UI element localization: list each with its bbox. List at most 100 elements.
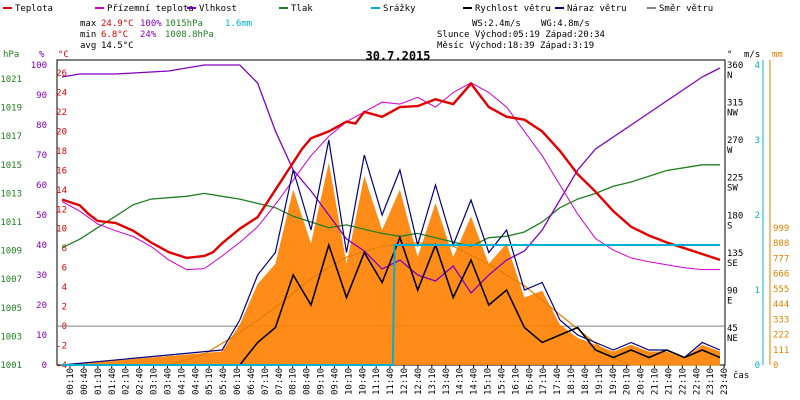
mm-tick-label: 111 [773, 346, 789, 356]
x-tick-label: 21:10 [651, 368, 661, 395]
x-tick-label: 05:40 [219, 368, 229, 395]
mm-tick-label: 777 [773, 254, 789, 264]
pct-tick-label: 50 [36, 211, 47, 221]
x-tick-label: 09:40 [330, 368, 340, 395]
pct-tick-label: 90 [36, 91, 47, 101]
c-tick-label: 6 [62, 264, 67, 274]
stats-min-hum: 24% [140, 30, 157, 40]
pct-tick-label: 0 [42, 361, 47, 371]
legend-entry: Rychlost větru [475, 4, 551, 14]
x-tick-label: 21:40 [664, 368, 674, 395]
x-tick-label: 18:10 [567, 368, 577, 395]
x-tick-label: 14:10 [456, 368, 466, 395]
deg-tick-label: 315 [727, 99, 743, 109]
x-tick-label: 08:10 [289, 368, 299, 395]
pct-tick-label: 40 [36, 241, 47, 251]
hpa-tick-label: 1013 [0, 189, 22, 199]
pct-tick-label: 80 [36, 121, 47, 131]
x-tick-label: 07:40 [275, 368, 285, 395]
x-tick-label: 01:10 [94, 368, 104, 395]
deg-tick-label: 90 [727, 286, 738, 296]
rain-line [62, 244, 720, 366]
x-tick-label: 16:10 [511, 368, 521, 395]
x-tick-label: 13:40 [442, 368, 452, 395]
x-tick-label: 23:40 [720, 368, 730, 395]
c-tick-label: -2 [56, 342, 67, 352]
deg-tick-label: 270 [727, 136, 743, 146]
deg-tick-label: 225 [727, 174, 743, 184]
mm-tick-label: 333 [773, 315, 789, 325]
x-tick-label: 02:40 [136, 368, 146, 395]
x-tick-label: 04:10 [177, 368, 187, 395]
stats-block: max 24.9°C 100% 1015hPa 1.6mm min 6.8°C … [80, 19, 252, 51]
pct-tick-label: 10 [36, 331, 47, 341]
x-tick-label: 11:10 [372, 368, 382, 395]
info-ws: WS:2.4m/s [472, 19, 521, 29]
x-tick-label: 17:40 [553, 368, 563, 395]
hpa-tick-label: 1001 [0, 361, 22, 371]
dir-tick-label: W [727, 146, 733, 156]
x-tick-label: 08:40 [303, 368, 313, 395]
mm-tick-label: 0 [773, 361, 778, 371]
ground-temp-line [61, 82, 720, 271]
axis-label-mm: mm [772, 50, 783, 60]
stats-max-hum: 100% [140, 19, 162, 29]
x-tick-label: 00:40 [80, 368, 90, 395]
stats-avg-temp: 14.5°C [101, 41, 134, 51]
ms-tick-label: 0 [755, 361, 760, 371]
x-tick-label: 03:10 [150, 368, 160, 395]
ms-tick-label: 1 [755, 286, 760, 296]
c-tick-label: 24 [56, 88, 67, 98]
c-tick-label: 8 [62, 244, 67, 254]
c-tick-label: 16 [56, 166, 67, 176]
c-tick-label: 20 [56, 127, 67, 137]
x-tick-label: 03:40 [163, 368, 173, 395]
axis-label-deg: ° [727, 50, 732, 60]
x-tick-label: 19:10 [595, 368, 605, 395]
stats-avg-label: avg [80, 41, 96, 51]
hpa-tick-label: 1017 [0, 132, 22, 142]
wind-speed-line [62, 235, 721, 366]
stats-min-temp: 6.8°C [101, 30, 128, 40]
x-tick-label: 15:40 [497, 368, 507, 395]
info-moon: Měsíc Východ:18:39 Západ:3:19 [437, 41, 594, 51]
legend-entry: Tlak [291, 4, 313, 14]
hpa-tick-label: 1011 [0, 218, 22, 228]
c-tick-label: 2 [62, 303, 67, 313]
stats-max-label: max [80, 19, 97, 29]
dir-tick-label: S [727, 221, 732, 231]
dir-tick-label: NW [727, 109, 738, 119]
info-block: WS:2.4m/s WG:4.8m/s Slunce Východ:05:19 … [437, 19, 605, 51]
deg-tick-label: 360 [727, 61, 743, 71]
humidity-line [61, 64, 721, 295]
c-tick-label: 4 [62, 283, 67, 293]
info-sun: Slunce Východ:05:19 Západ:20:34 [437, 30, 605, 40]
x-tick-label: 18:40 [581, 368, 591, 395]
hpa-tick-label: 1007 [0, 275, 22, 285]
x-tick-label: 23:10 [706, 368, 716, 395]
x-tick-label: 16:40 [525, 368, 535, 395]
mm-tick-label: 555 [773, 285, 789, 295]
stats-min-label: min [80, 30, 96, 40]
pct-tick-label: 30 [36, 271, 47, 281]
mm-tick-label: 999 [773, 224, 789, 234]
pct-tick-label: 100 [31, 61, 47, 71]
pct-tick-label: 70 [36, 151, 47, 161]
axis-label-c: °C [58, 50, 69, 60]
x-tick-label: 10:10 [344, 368, 354, 395]
c-tick-label: 22 [56, 108, 67, 118]
c-tick-label: 14 [56, 186, 67, 196]
info-wg: WG:4.8m/s [541, 19, 590, 29]
legend-entry: Srážky [383, 4, 416, 14]
mm-tick-label: 222 [773, 331, 789, 341]
c-tick-label: 0 [62, 322, 67, 332]
hpa-tick-label: 1003 [0, 332, 22, 342]
gust-area [62, 162, 720, 365]
dir-tick-label: E [727, 296, 732, 306]
stats-max-press: 1015hPa [165, 19, 203, 29]
axis-label-time: čas [733, 370, 749, 381]
x-tick-label: 01:40 [108, 368, 118, 395]
legend-entry: Vlhkost [199, 4, 237, 14]
x-tick-label: 02:10 [122, 368, 132, 395]
deg-tick-label: 45 [727, 324, 738, 334]
